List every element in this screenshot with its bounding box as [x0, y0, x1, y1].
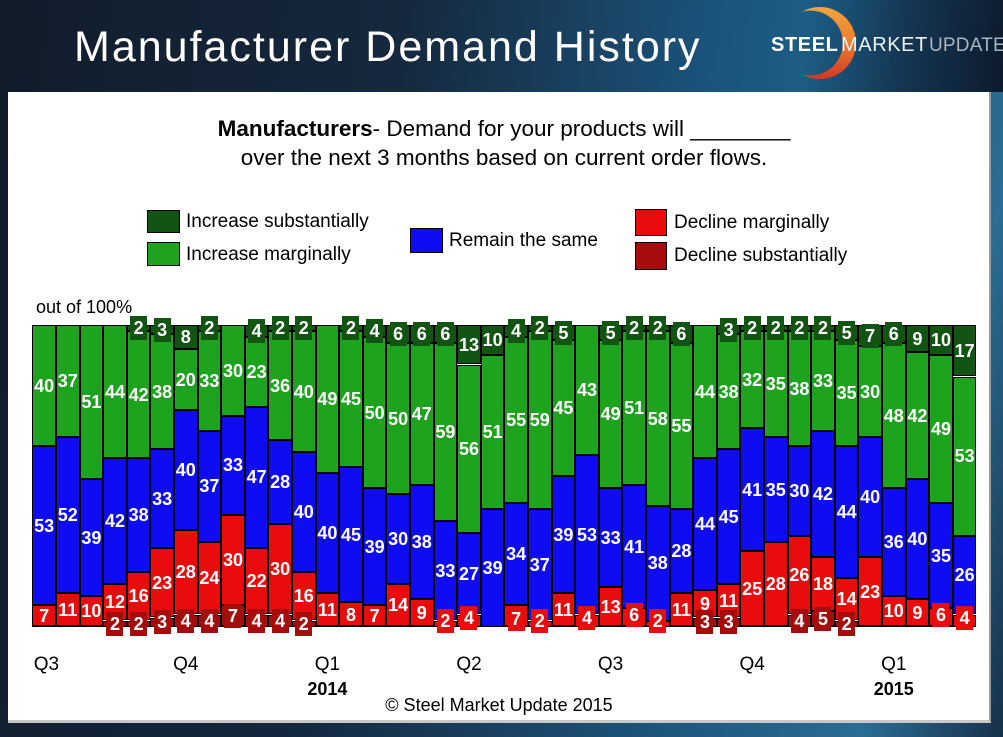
svg-text:MARKET: MARKET — [841, 34, 928, 56]
svg-text:STEEL: STEEL — [771, 34, 838, 56]
svg-text:UPDATE: UPDATE — [929, 35, 1003, 56]
